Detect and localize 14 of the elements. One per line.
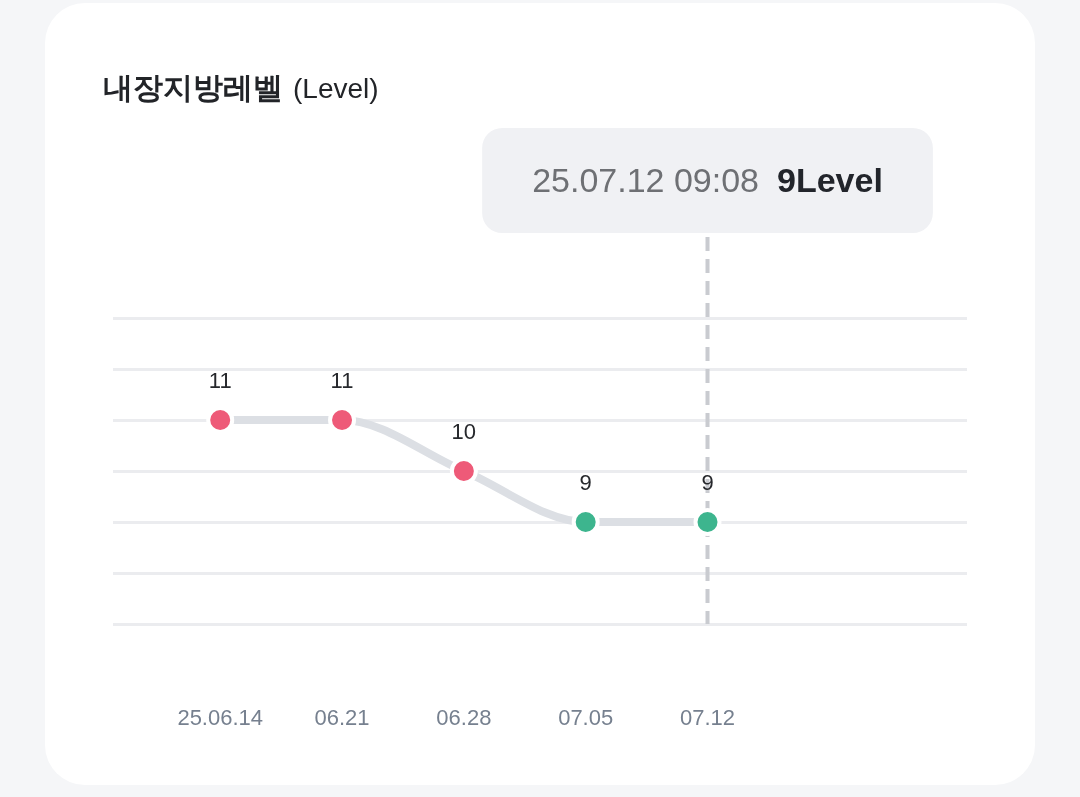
- chart-title: 내장지방레벨: [103, 71, 283, 104]
- data-label: 11: [208, 368, 232, 394]
- data-label: 11: [330, 368, 354, 394]
- data-label: 9: [579, 470, 592, 496]
- x-tick-label: 06.28: [436, 705, 492, 731]
- x-tick-label: 25.06.14: [177, 705, 264, 731]
- x-tick-label: 07.12: [679, 705, 736, 731]
- x-tick-label: 07.05: [558, 705, 614, 731]
- data-label: 9: [701, 470, 714, 496]
- x-tick-label: 06.21: [314, 705, 370, 731]
- chart-subtitle: (Level): [293, 73, 379, 104]
- data-label: 10: [451, 419, 477, 445]
- text: 9Level: [777, 160, 883, 199]
- ref-line-label: 25.07.12 09:08: [532, 160, 760, 199]
